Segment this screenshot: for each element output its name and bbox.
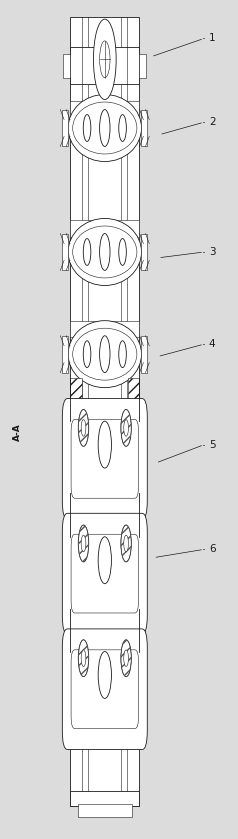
Bar [62, 336, 68, 373]
Bar [128, 378, 139, 421]
Bar [141, 336, 147, 373]
Bar [70, 220, 139, 237]
Bar [141, 233, 147, 270]
FancyBboxPatch shape [62, 513, 147, 634]
Bar [70, 609, 82, 653]
Ellipse shape [68, 95, 141, 162]
Circle shape [121, 640, 131, 676]
Bar [70, 320, 139, 337]
Bar [70, 18, 139, 806]
Circle shape [98, 652, 111, 698]
Circle shape [99, 110, 110, 147]
Bar [70, 791, 139, 806]
FancyBboxPatch shape [71, 650, 139, 728]
Bar [139, 55, 146, 78]
Bar [70, 102, 139, 118]
Text: 6: 6 [209, 545, 216, 555]
Circle shape [78, 409, 89, 446]
Bar [78, 804, 132, 816]
Bar [70, 378, 82, 421]
Circle shape [81, 535, 86, 552]
Circle shape [78, 525, 89, 562]
FancyBboxPatch shape [71, 420, 139, 498]
Text: 3: 3 [209, 247, 216, 257]
Bar [128, 493, 139, 537]
Circle shape [78, 640, 89, 676]
Ellipse shape [68, 218, 141, 285]
Circle shape [119, 115, 126, 142]
Circle shape [119, 238, 126, 265]
Circle shape [81, 420, 86, 436]
Circle shape [94, 19, 116, 100]
Bar [70, 47, 139, 85]
Circle shape [124, 420, 129, 436]
Circle shape [81, 650, 86, 666]
Bar [141, 110, 147, 147]
Text: 4: 4 [209, 339, 216, 349]
Circle shape [99, 41, 110, 78]
Text: 5: 5 [209, 440, 216, 450]
Circle shape [83, 341, 91, 367]
Bar [70, 493, 82, 537]
Circle shape [98, 537, 111, 584]
Ellipse shape [73, 102, 137, 154]
Bar [63, 55, 70, 78]
Circle shape [121, 409, 131, 446]
Text: 1: 1 [209, 34, 216, 44]
FancyBboxPatch shape [71, 534, 139, 613]
FancyBboxPatch shape [62, 629, 147, 749]
Bar [128, 609, 139, 653]
Ellipse shape [73, 226, 137, 278]
Circle shape [99, 336, 110, 373]
Circle shape [83, 115, 91, 142]
Circle shape [98, 421, 111, 468]
Ellipse shape [73, 328, 137, 380]
FancyBboxPatch shape [62, 399, 147, 519]
Text: 2: 2 [209, 117, 216, 128]
Circle shape [121, 525, 131, 562]
Ellipse shape [68, 320, 141, 388]
Circle shape [124, 535, 129, 552]
Circle shape [99, 233, 110, 270]
Circle shape [119, 341, 126, 367]
Bar [62, 233, 68, 270]
Bar [62, 110, 68, 147]
Circle shape [124, 650, 129, 666]
Circle shape [83, 238, 91, 265]
Text: A-A: A-A [13, 423, 22, 441]
